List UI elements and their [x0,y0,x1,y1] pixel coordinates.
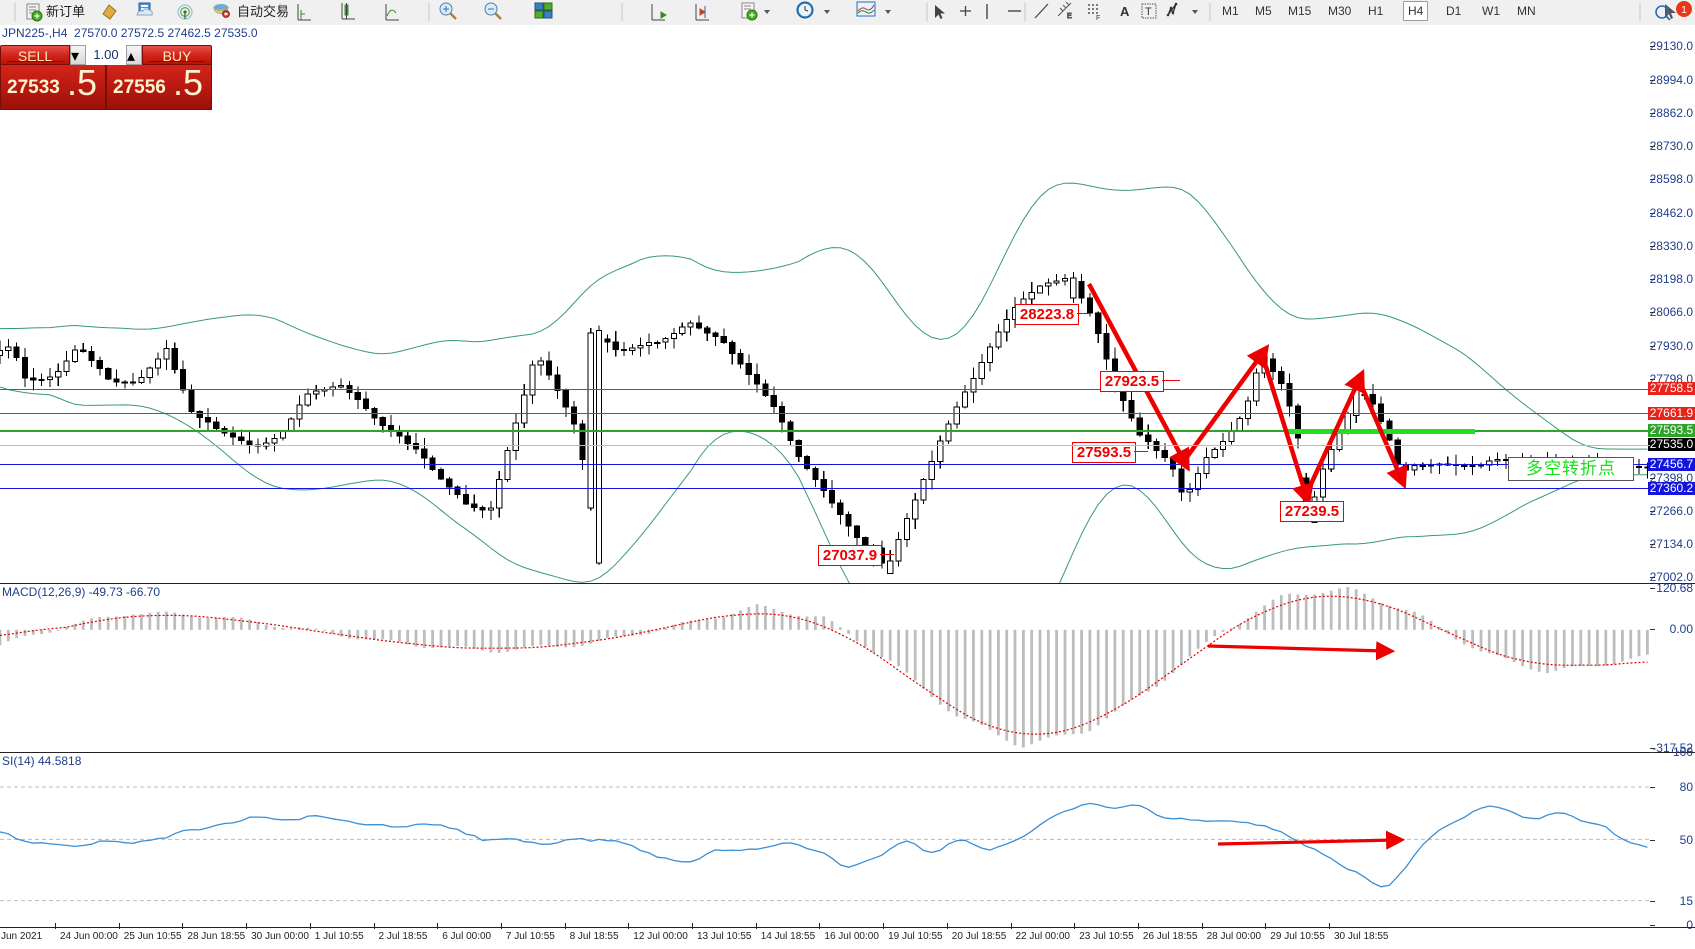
svg-text:1: 1 [1681,5,1687,16]
